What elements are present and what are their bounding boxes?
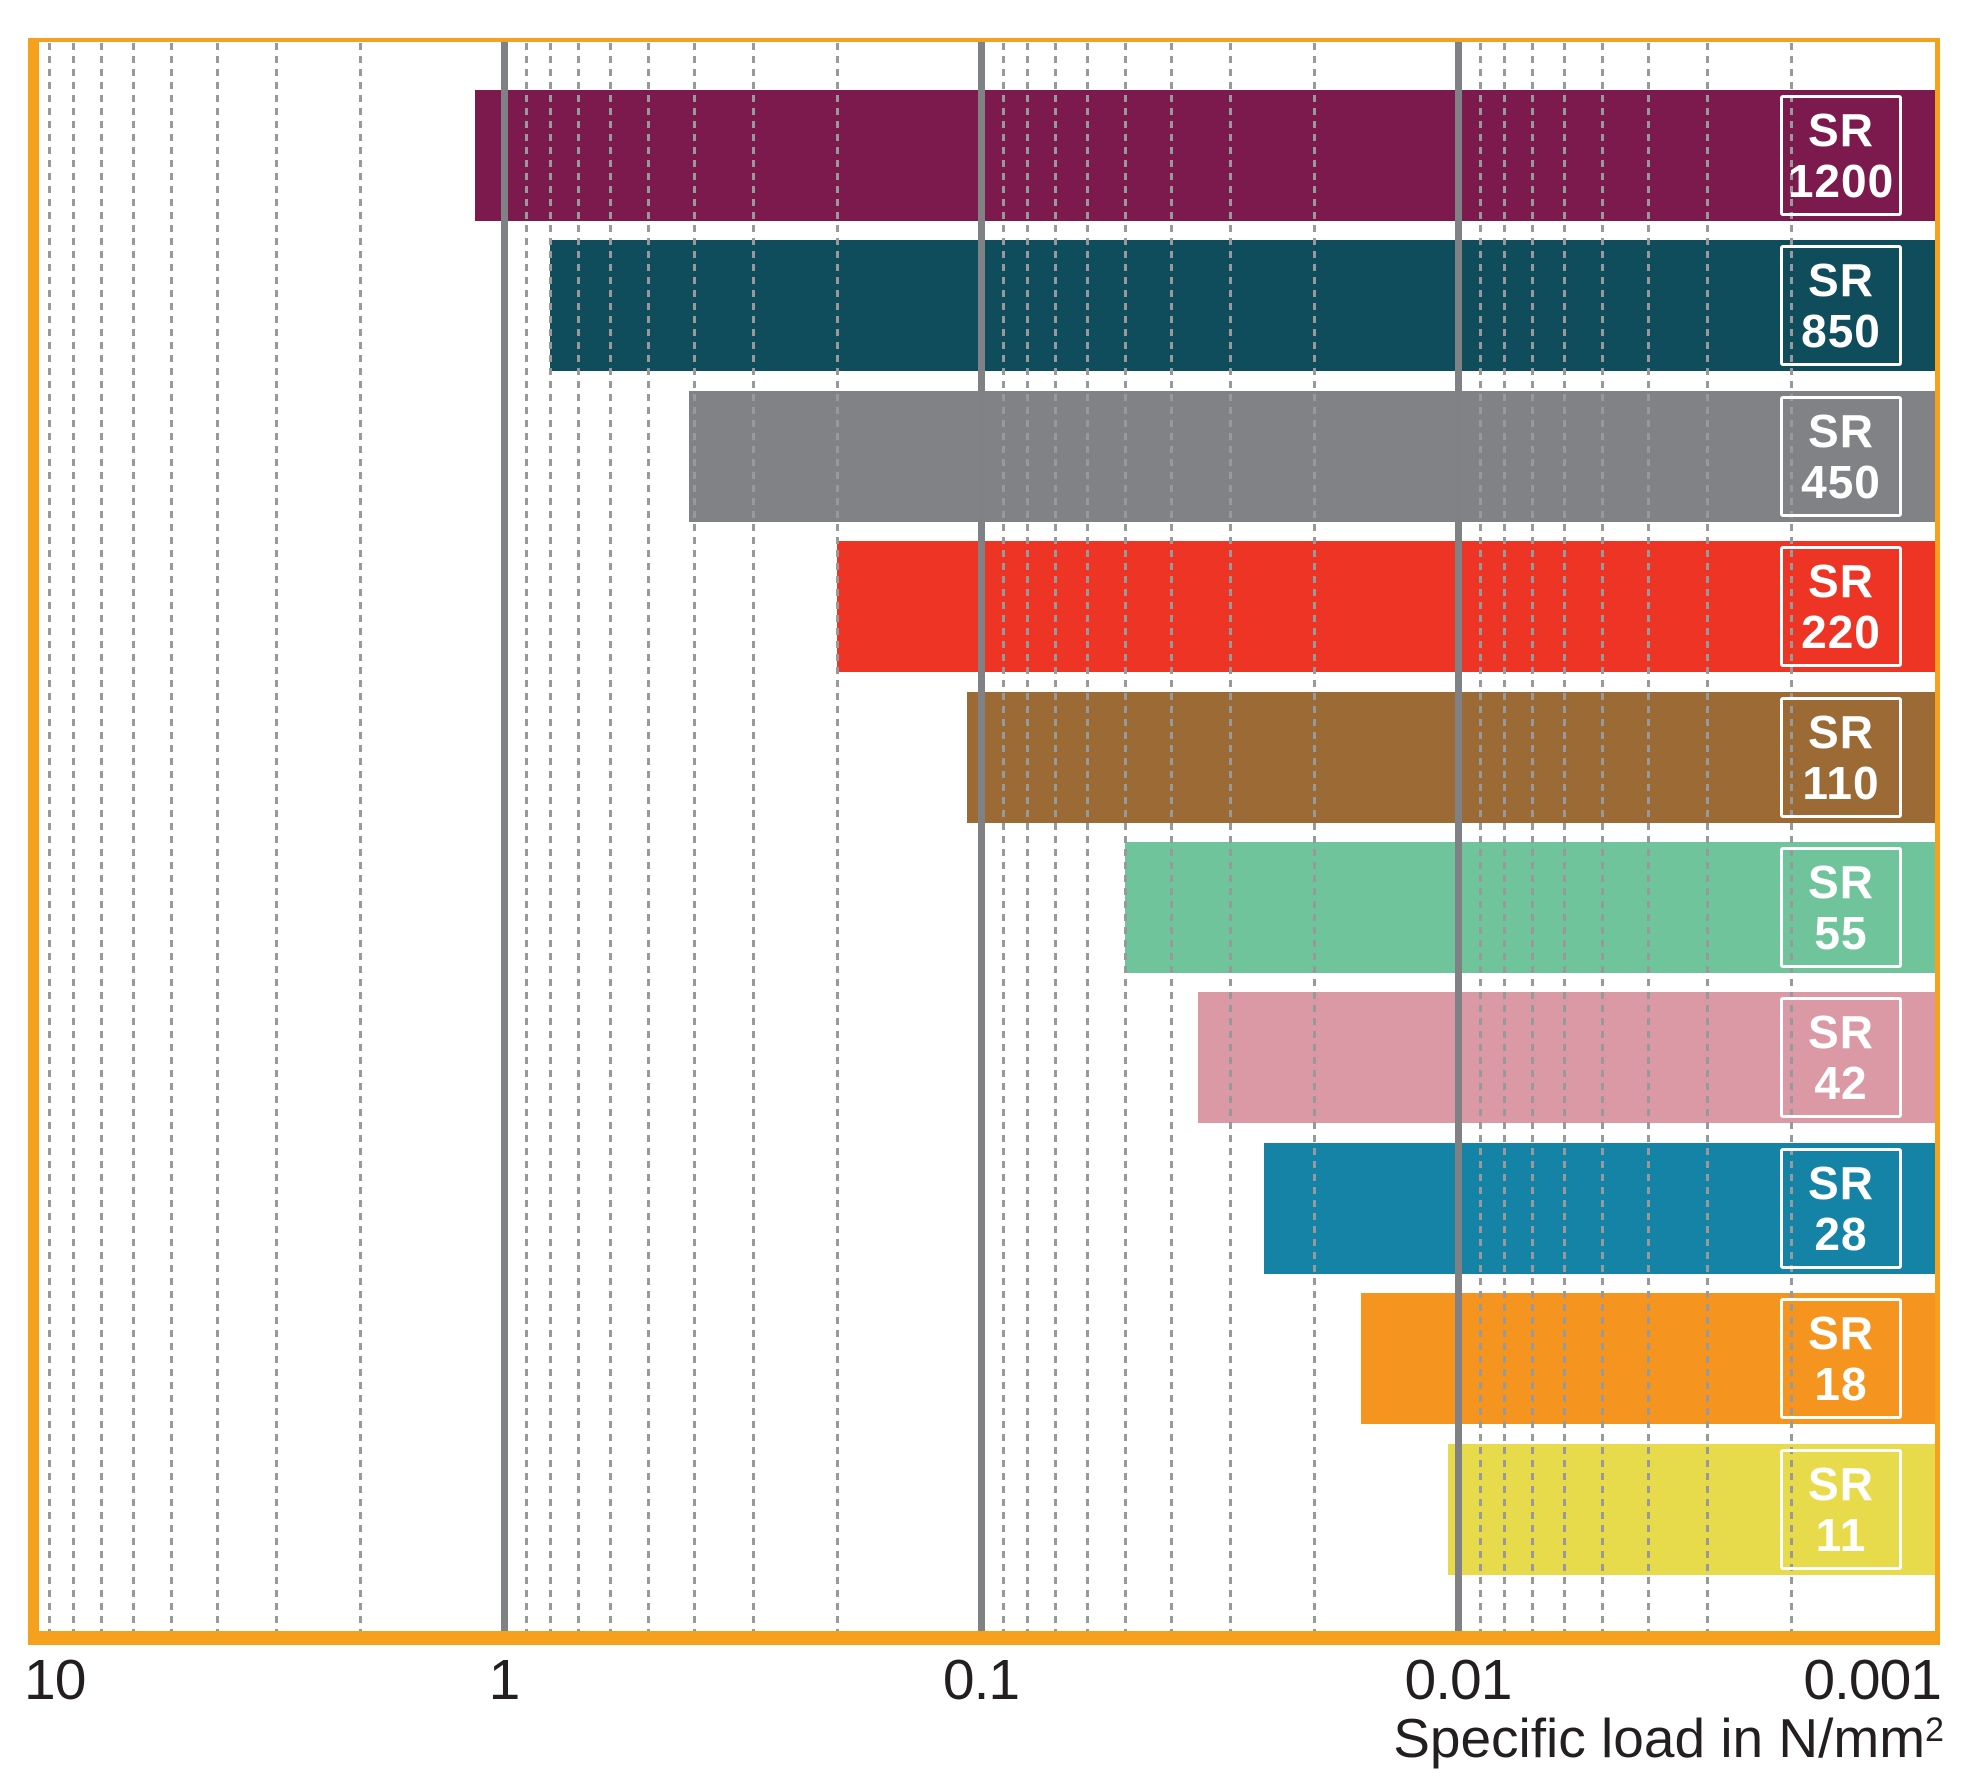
- bar-label-prefix: SR: [1808, 705, 1874, 758]
- x-axis-title: Specific load in N/mm2: [1393, 1708, 1944, 1776]
- minor-gridline: [1026, 43, 1029, 1631]
- minor-gridline: [836, 43, 839, 1631]
- bar-label-number: 18: [1814, 1357, 1868, 1410]
- minor-gridline: [1313, 43, 1316, 1631]
- minor-gridline: [1601, 43, 1604, 1631]
- bar-label-prefix: SR: [1808, 253, 1874, 306]
- x-tick-label-10: 10: [24, 1648, 86, 1712]
- bar-sr-110: [967, 692, 1936, 823]
- bar-label-prefix: SR: [1808, 1306, 1874, 1359]
- minor-gridline: [647, 43, 650, 1631]
- bar-label-prefix: SR: [1808, 1005, 1874, 1058]
- bar-label-prefix: SR: [1808, 855, 1874, 908]
- minor-gridline: [359, 43, 362, 1631]
- x-tick-label-1: 1: [488, 1648, 521, 1712]
- minor-gridline: [1563, 43, 1566, 1631]
- bar-label-sr-850: SR 850: [1780, 245, 1902, 366]
- minor-gridline: [525, 43, 528, 1631]
- x-tick-label-0_1: 0.1: [942, 1648, 1020, 1712]
- bar-label-prefix: SR: [1808, 554, 1874, 607]
- bar-label-sr-1200: SR 1200: [1780, 95, 1902, 216]
- x-axis-title-superscript: 2: [1925, 1710, 1944, 1749]
- bar-sr-850: [550, 240, 1936, 371]
- minor-gridline: [275, 43, 278, 1631]
- bar-label-number: 55: [1814, 906, 1868, 959]
- bar-sr-55: [1125, 842, 1936, 973]
- bar-label-sr-28: SR 28: [1780, 1148, 1902, 1269]
- bar-label-prefix: SR: [1808, 1156, 1874, 1209]
- minor-gridline: [1790, 43, 1793, 1631]
- bar-sr-11: [1448, 1444, 1936, 1575]
- bar-label-sr-110: SR 110: [1780, 697, 1902, 818]
- minor-gridline: [216, 43, 219, 1631]
- bar-label-sr-42: SR 42: [1780, 997, 1902, 1118]
- bar-label-number: 1200: [1787, 154, 1895, 207]
- minor-gridline: [1706, 43, 1709, 1631]
- minor-gridline: [752, 43, 755, 1631]
- minor-gridline: [72, 43, 75, 1631]
- bar-label-number: 450: [1801, 455, 1881, 508]
- bar-label-sr-450: SR 450: [1780, 396, 1902, 517]
- x-tick-label-0_001: 0.001: [1803, 1648, 1942, 1712]
- minor-gridline: [170, 43, 173, 1631]
- bar-label-sr-220: SR 220: [1780, 546, 1902, 667]
- bar-label-number: 110: [1802, 756, 1880, 809]
- bar-label-number: 28: [1814, 1207, 1868, 1260]
- minor-gridline: [609, 43, 612, 1631]
- minor-gridline: [48, 43, 51, 1631]
- bar-label-sr-55: SR 55: [1780, 847, 1902, 968]
- minor-gridline: [549, 43, 552, 1631]
- bar-label-number: 11: [1815, 1508, 1867, 1561]
- major-gridline-1: [501, 38, 508, 1631]
- minor-gridline: [1054, 43, 1057, 1631]
- bar-label-number: 220: [1801, 605, 1881, 658]
- major-gridline-0_1: [978, 38, 985, 1631]
- minor-gridline: [693, 43, 696, 1631]
- minor-gridline: [1503, 43, 1506, 1631]
- bar-label-prefix: SR: [1808, 1457, 1874, 1510]
- bar-sr-28: [1264, 1143, 1936, 1274]
- bar-label-number: 42: [1814, 1056, 1868, 1109]
- x-tick-label-0_01: 0.01: [1404, 1648, 1513, 1712]
- bar-label-sr-18: SR 18: [1780, 1298, 1902, 1419]
- minor-gridline: [100, 43, 103, 1631]
- bar-label-number: 850: [1801, 304, 1881, 357]
- bar-sr-220: [837, 541, 1936, 672]
- minor-gridline: [1531, 43, 1534, 1631]
- bar-sr-42: [1198, 992, 1936, 1123]
- minor-gridline: [1170, 43, 1173, 1631]
- minor-gridline: [1124, 43, 1127, 1631]
- bar-sr-1200: [475, 90, 1936, 221]
- x-axis-title-text: Specific load in N/mm: [1393, 1707, 1926, 1769]
- bar-label-prefix: SR: [1808, 404, 1874, 457]
- minor-gridline: [1479, 43, 1482, 1631]
- minor-gridline: [132, 43, 135, 1631]
- bar-label-sr-11: SR 11: [1780, 1449, 1902, 1570]
- major-gridline-0_01: [1455, 38, 1462, 1631]
- minor-gridline: [1086, 43, 1089, 1631]
- minor-gridline: [1229, 43, 1232, 1631]
- minor-gridline: [577, 43, 580, 1631]
- bar-label-prefix: SR: [1808, 103, 1874, 156]
- minor-gridline: [1647, 43, 1650, 1631]
- minor-gridline: [1002, 43, 1005, 1631]
- bar-sr-450: [689, 391, 1936, 522]
